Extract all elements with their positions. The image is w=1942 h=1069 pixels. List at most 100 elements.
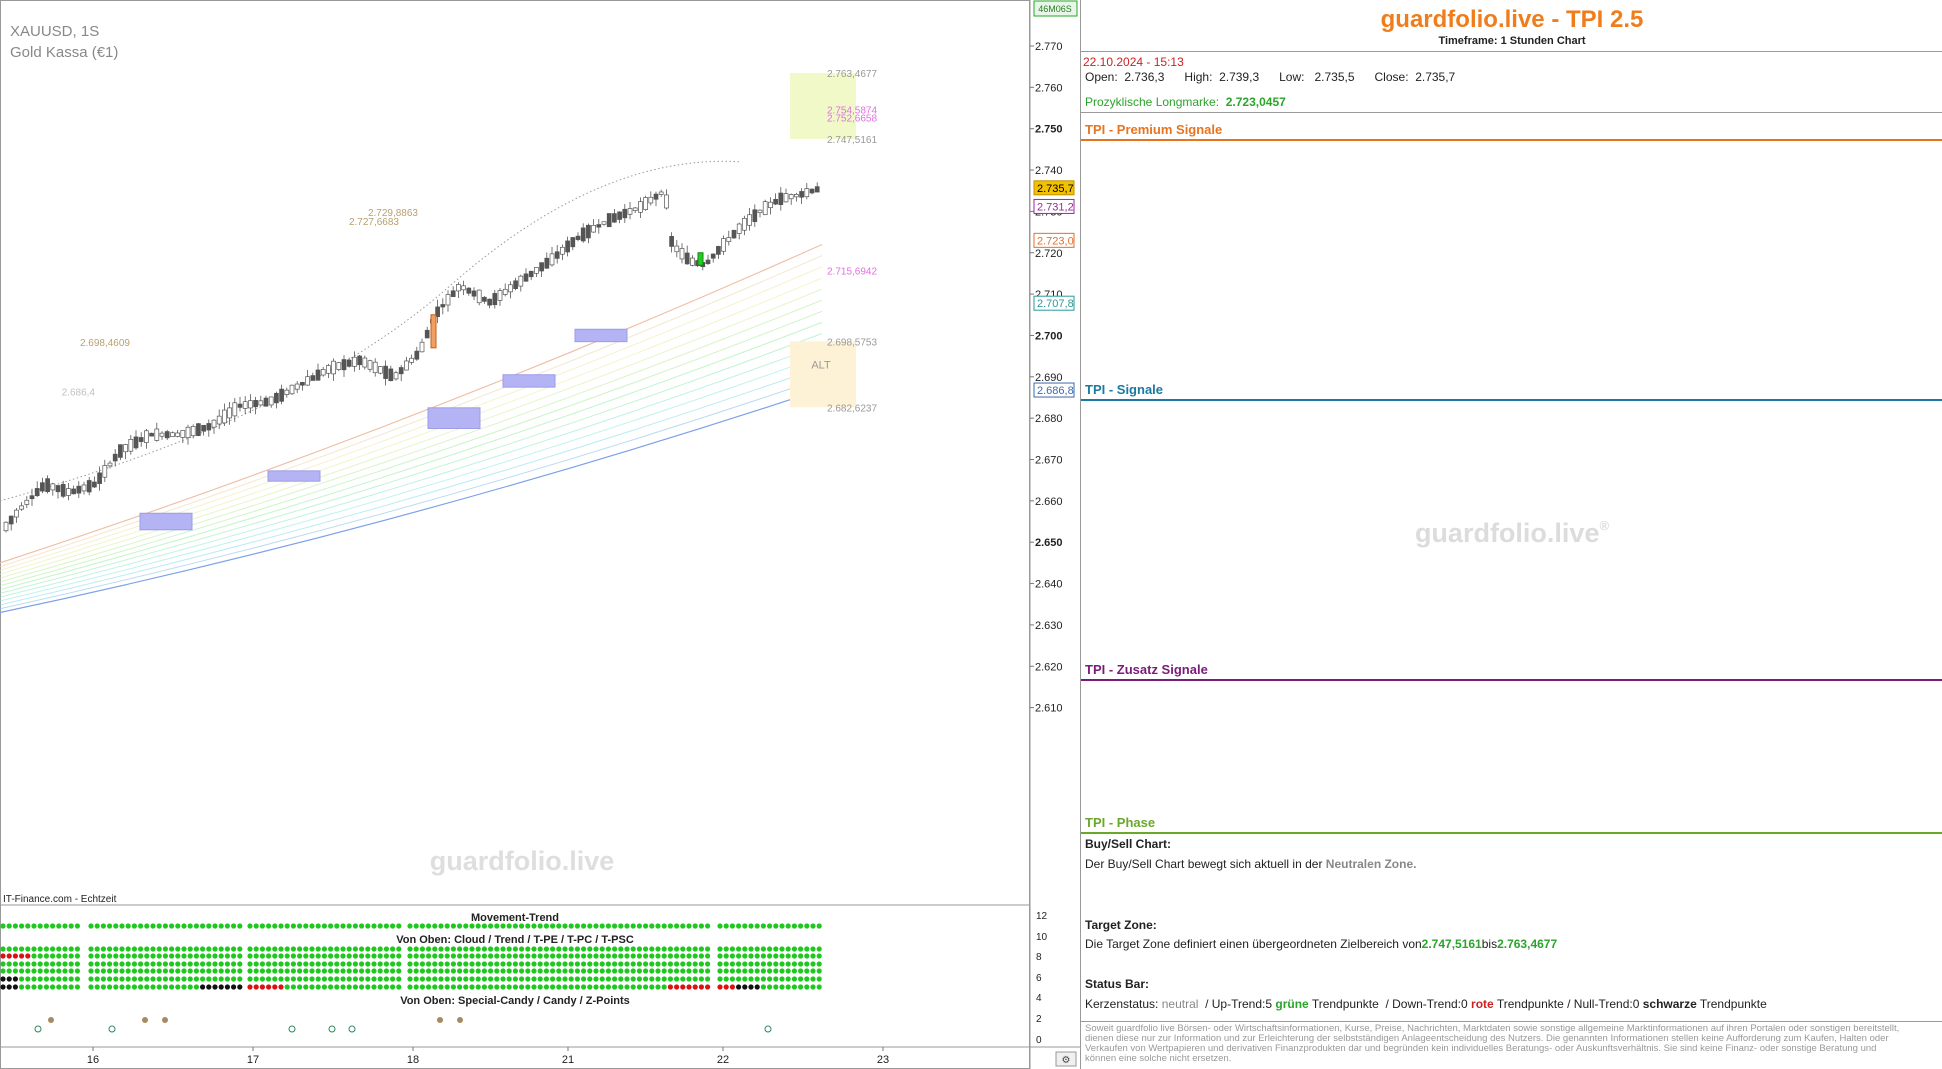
trend-dot [667, 946, 674, 952]
trend-dot [218, 961, 224, 967]
candle-body [783, 193, 789, 203]
price-tick-label: 2.680 [1035, 413, 1063, 425]
trend-dot [519, 923, 525, 929]
trend-dot [581, 984, 587, 990]
trend-dot [587, 953, 593, 959]
trend-dot [605, 968, 612, 974]
trend-dot [506, 976, 512, 982]
trend-dot [365, 968, 371, 974]
ribbon-line [0, 266, 823, 571]
trend-dot [649, 961, 655, 967]
candle-body [331, 360, 336, 375]
trend-dot [19, 923, 25, 929]
chart-settings-button[interactable] [1055, 1051, 1077, 1067]
trend-dot [321, 946, 327, 952]
trend-dot [125, 961, 131, 967]
trend-dot [131, 923, 137, 929]
trend-dot [494, 961, 500, 967]
trend-dot [612, 984, 618, 990]
trend-dot [481, 976, 487, 982]
trend-dot [62, 953, 68, 959]
trend-dot [50, 984, 56, 990]
trend-dot [377, 984, 383, 990]
trend-dot [340, 923, 346, 929]
trend-dot [328, 923, 334, 929]
instrument-name: Gold Kassa (€1) [10, 44, 118, 61]
candle-body [736, 223, 742, 234]
candle-body [362, 357, 368, 368]
trend-dot [181, 968, 187, 974]
trend-dot [426, 946, 432, 952]
trend-dot [779, 946, 785, 952]
trend-dot [6, 976, 12, 982]
trend-dot [581, 923, 587, 929]
candle-body [45, 478, 50, 493]
price-chart[interactable]: XAUUSD, 1S Gold Kassa (€1) IT-Finance.co… [0, 0, 1080, 1069]
trend-dot [37, 923, 43, 929]
trend-dot [119, 946, 125, 952]
trend-dot [568, 984, 574, 990]
level-label: 2.747,5161 [827, 135, 877, 146]
target-high: 2.763,4677 [1497, 937, 1558, 951]
disclaimer: Soweit guardfolio live Börsen- oder Wirt… [1085, 1023, 1900, 1064]
trend-dot [340, 961, 346, 967]
price-tick-label: 2.690 [1035, 372, 1063, 384]
trend-dot [359, 968, 365, 974]
trend-dot [224, 953, 230, 959]
trend-dot [272, 968, 278, 974]
trend-dot [816, 961, 822, 967]
long-mark-value: 2.723,0457 [1225, 95, 1286, 109]
trend-dot [68, 946, 74, 952]
candle-body [768, 201, 773, 209]
trend-dot [525, 946, 531, 952]
trend-dot [352, 946, 358, 952]
trend-dot [543, 953, 550, 959]
trend-dot [698, 984, 705, 990]
candle-body [29, 495, 35, 500]
price-marker-label: 2.735,7 [1037, 183, 1074, 195]
candle-body [492, 293, 498, 306]
candle-body [185, 426, 191, 439]
trend-dot [494, 953, 500, 959]
trend-dot [315, 946, 321, 952]
candle-body [14, 509, 19, 518]
trend-dot [543, 984, 550, 990]
trend-dot [278, 984, 284, 990]
trend-dot [531, 976, 537, 982]
trend-dot [686, 923, 692, 929]
trend-dot [206, 961, 212, 967]
trend-dot [655, 923, 661, 929]
trend-dot [309, 961, 315, 967]
ribbon-line [0, 333, 823, 594]
trend-dot [599, 961, 605, 967]
trend-dot [175, 976, 181, 982]
trend-dot [773, 923, 779, 929]
trend-dot [193, 984, 199, 990]
trend-dot [352, 984, 358, 990]
trend-dot [680, 953, 686, 959]
candle-body [669, 236, 674, 247]
trend-dot [144, 953, 150, 959]
trend-dot [748, 968, 754, 974]
trend-dot [643, 961, 649, 967]
indicator-tick-label: 4 [1036, 993, 1042, 1004]
trend-dot [315, 976, 321, 982]
trend-dot [537, 984, 543, 990]
trend-dot [119, 984, 125, 990]
trend-dot [655, 968, 661, 974]
trend-dot [767, 984, 773, 990]
trend-dot [224, 968, 230, 974]
ribbon-line [0, 377, 823, 610]
trend-dot [56, 946, 62, 952]
trend-dot [113, 961, 119, 967]
trend-dot [321, 961, 327, 967]
status-null-word: schwarze [1642, 997, 1697, 1011]
trend-dot [94, 976, 100, 982]
candle-body [471, 290, 477, 297]
trend-dot [169, 946, 175, 952]
candle-body [658, 191, 664, 195]
trend-dot [107, 976, 113, 982]
trend-dot [773, 976, 779, 982]
trend-dot [383, 946, 389, 952]
trend-dot [426, 968, 432, 974]
